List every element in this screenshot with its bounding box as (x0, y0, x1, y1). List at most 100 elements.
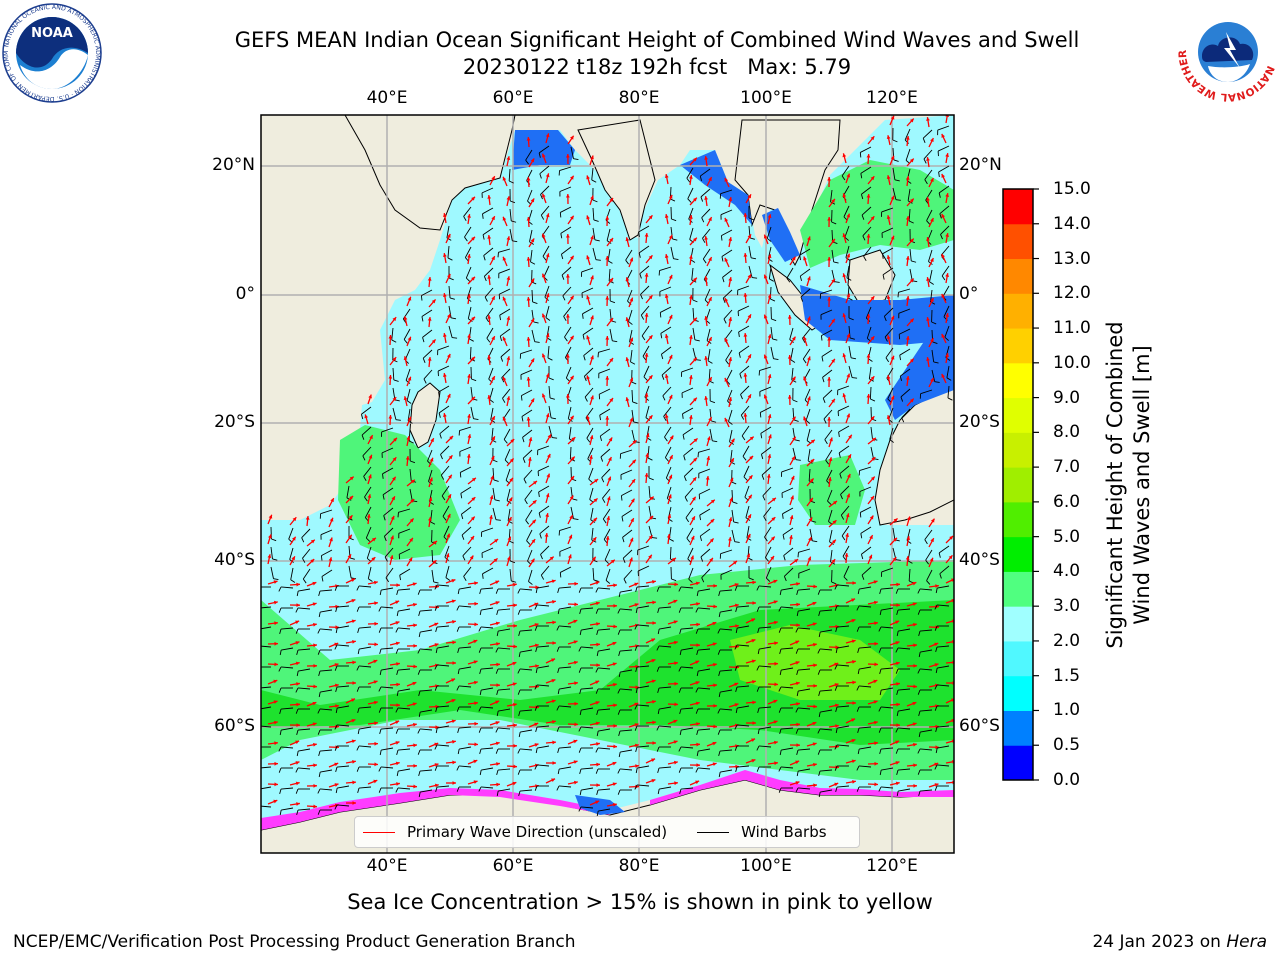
wind-barb-flag (735, 606, 738, 612)
wind-barb-flag (395, 728, 399, 734)
wind-barb (742, 445, 750, 457)
wind-barb (537, 445, 550, 451)
wind-barb-flag (843, 576, 848, 581)
wave-arrow-head (612, 761, 617, 766)
wave-arrow-head (451, 719, 456, 724)
wave-arrow-head (295, 740, 300, 745)
wave-arrow-head (767, 374, 772, 379)
wind-barb (637, 784, 650, 787)
wind-barb-flag (656, 746, 660, 752)
wind-barb (409, 488, 413, 501)
wind-barb (937, 725, 950, 728)
wind-barb-flag (734, 724, 738, 730)
wind-barb-flag (347, 517, 353, 521)
wind-barb-flag (278, 666, 282, 672)
wave-arrow-head (767, 414, 772, 419)
wind-barb (908, 568, 911, 582)
wind-barb (698, 468, 711, 474)
wind-barb-flag (511, 580, 517, 583)
wind-barb-flag (802, 338, 806, 343)
wind-barb-flag (618, 671, 621, 678)
wind-barb-flag (896, 689, 899, 695)
wave-arrow-head (673, 760, 678, 765)
wave-arrow-head (568, 534, 573, 539)
wind-barb-flag (659, 312, 662, 318)
wind-barb-flag (859, 152, 862, 158)
wave-arrow-head (693, 237, 697, 242)
wind-barb-flag (384, 556, 388, 562)
wave-arrow-head (413, 623, 417, 628)
wind-barb-flag (822, 377, 825, 383)
wind-barb (859, 605, 872, 608)
wind-barb-flag (757, 707, 760, 713)
wave-arrow-head (846, 493, 851, 498)
wind-barb (859, 765, 872, 768)
wind-barb (940, 245, 950, 256)
wind-barb (482, 207, 494, 215)
wind-barb-flag (934, 381, 940, 383)
wind-barb-flag (918, 630, 921, 636)
colorbar-segment (1003, 432, 1033, 468)
wind-barb (459, 685, 472, 688)
wind-barb-flag (640, 294, 643, 300)
wind-barb (604, 548, 611, 561)
wave-direction-arrow (945, 620, 954, 624)
wave-arrow-head (704, 276, 708, 280)
wave-arrow-head (763, 274, 768, 279)
wave-arrow-head (649, 515, 654, 520)
wind-barb-flag (434, 744, 438, 750)
wind-barb-flag (563, 316, 567, 321)
wave-arrow-head (895, 620, 900, 625)
wind-barb (720, 549, 733, 555)
wave-arrow-head (273, 580, 278, 584)
wind-barb (564, 326, 572, 338)
wave-arrow-head (491, 336, 495, 341)
wave-arrow-head (442, 213, 447, 217)
wind-barb (784, 567, 794, 577)
wind-barb (798, 548, 811, 553)
wind-barb-flag (356, 686, 360, 692)
wave-arrow-head (668, 394, 673, 399)
wind-barb (837, 385, 850, 391)
wave-arrow-head (651, 778, 656, 783)
wave-arrow-head (748, 475, 753, 480)
wind-barb (525, 509, 533, 521)
wave-arrow-head (605, 256, 610, 260)
wave-arrow-head (893, 518, 898, 523)
wind-barb-flag (417, 669, 421, 675)
wind-barb (498, 647, 511, 650)
wind-barb-flag (378, 707, 382, 713)
wind-barb-flag (460, 493, 463, 499)
wind-barb-flag (435, 727, 438, 734)
wind-barb-flag (769, 278, 774, 282)
wind-barb (337, 705, 350, 709)
wave-arrow-head (471, 477, 476, 482)
wave-arrow-head (545, 493, 550, 498)
legend-item-barb: Wind Barbs (697, 823, 827, 841)
wind-barb-flag (502, 398, 506, 403)
wind-barb-flag (756, 665, 760, 671)
wind-barb-flag (834, 765, 838, 771)
wind-barb (481, 587, 494, 590)
wave-arrow-head (474, 601, 478, 606)
wind-barb-flag (892, 139, 898, 143)
wind-barb-flag (834, 584, 838, 590)
wave-arrow-head (590, 155, 594, 160)
wind-barb (570, 146, 574, 159)
nws-logo: NATIONAL WEATHER SERVICE (1178, 2, 1277, 102)
wind-barb-flag (583, 376, 587, 382)
wave-arrow-head (828, 457, 833, 462)
wind-barb (461, 526, 472, 536)
wind-barb-flag (457, 727, 460, 733)
wind-barb (620, 669, 633, 673)
wave-arrow-head (846, 413, 851, 418)
wave-arrow-head (434, 783, 439, 788)
wind-barb (946, 365, 950, 378)
wind-barb (721, 229, 733, 237)
wind-barb (591, 527, 594, 540)
wind-barb (481, 626, 494, 629)
wind-barb (446, 225, 450, 238)
wind-barb (848, 345, 852, 358)
wind-barb (559, 766, 572, 770)
wind-barb-flag (361, 434, 365, 440)
